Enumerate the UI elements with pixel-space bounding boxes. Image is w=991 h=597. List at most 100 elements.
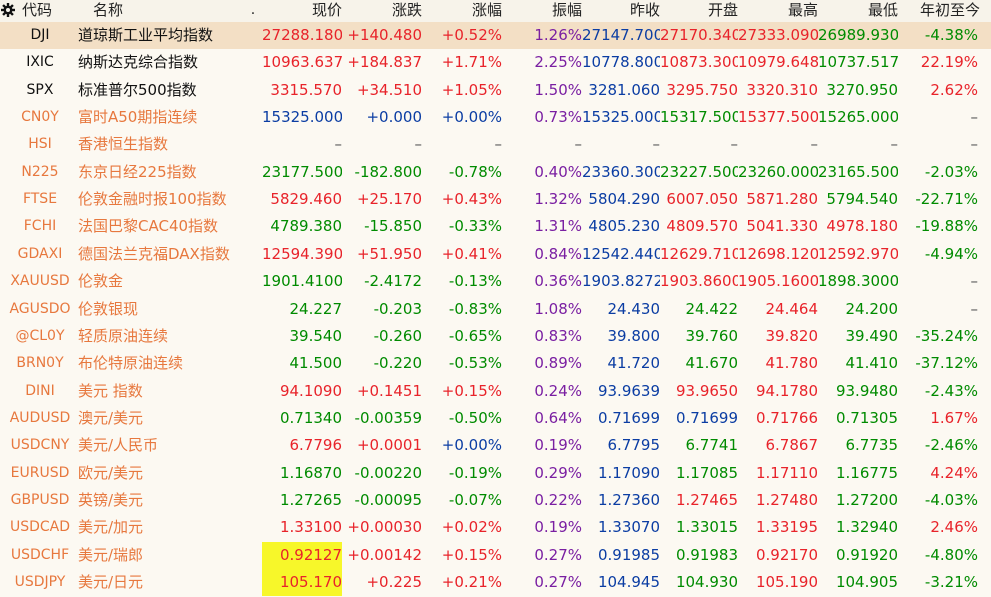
- row-price: 23177.500: [262, 162, 342, 181]
- row-code: N225: [21, 163, 59, 180]
- row-pct: –: [494, 135, 503, 154]
- row-price: 39.540: [289, 326, 343, 345]
- gear-icon[interactable]: [1, 3, 15, 17]
- table-row[interactable]: USDCHF 美元/瑞郎 0.92127 +0.00142 +0.15% 0.27% 0.9…: [0, 541, 991, 569]
- header-open[interactable]: 开盘: [707, 1, 738, 19]
- table-row[interactable]: SPX 标准普尔500指数 3315.570 +34.510 +1.05% 1.50% 32…: [0, 77, 991, 104]
- table-row[interactable]: DJI 道琼斯工业平均指数 27288.180 +140.480 +0.52% 1.26%…: [0, 22, 991, 49]
- row-ytd: -4.38%: [924, 26, 978, 44]
- row-high: 3320.310: [746, 80, 818, 99]
- row-open: 104.930: [675, 573, 738, 591]
- row-change: +0.0001: [356, 436, 422, 455]
- row-pct: -0.53%: [448, 354, 502, 373]
- row-prev: 10778.800: [582, 53, 660, 72]
- row-pct: -0.78%: [448, 162, 502, 181]
- row-name: 轻质原油连续: [78, 326, 169, 345]
- table-row[interactable]: FCHI 法国巴黎CAC40指数 4789.380 -15.850 -0.33% 1.31…: [0, 213, 991, 240]
- row-price: 5829.460: [270, 190, 342, 209]
- table-row[interactable]: USDJPY 美元/日元 105.170 +0.225 +0.21% 0.27% 104.9…: [0, 569, 991, 596]
- row-prev: 1.27360: [597, 490, 660, 509]
- table-row[interactable]: FTSE 伦敦金融时报100指数 5829.460 +25.170 +0.43% 1.32…: [0, 186, 991, 213]
- row-high: 1905.1600: [738, 272, 818, 291]
- row-code: AUDUSD: [9, 409, 71, 426]
- row-amp: 1.08%: [534, 299, 582, 318]
- table-row[interactable]: USDCAD 美元/加元 1.33100 +0.00030 +0.02% 0.19% 1.3…: [0, 514, 991, 541]
- header-amplitude[interactable]: 振幅: [551, 1, 582, 19]
- row-code: FTSE: [22, 191, 58, 208]
- table-row[interactable]: HSI 香港恒生指数 – – – – – – – – –: [0, 131, 991, 158]
- row-open: 41.670: [685, 354, 739, 373]
- row-price: –: [334, 135, 343, 154]
- row-code: DINI: [25, 382, 55, 399]
- table-row[interactable]: N225 东京日经225指数 23177.500 -182.800 -0.78% 0.40…: [0, 159, 991, 186]
- header-name[interactable]: 名称: [93, 1, 124, 19]
- row-code: BRN0Y: [16, 355, 64, 372]
- table-row[interactable]: @CL0Y 轻质原油连续 39.540 -0.260 -0.65% 0.83% 39.800…: [0, 323, 991, 350]
- row-amp: 0.24%: [534, 381, 582, 400]
- row-name: 澳元/美元: [78, 408, 144, 427]
- row-open: 6.7741: [685, 436, 739, 455]
- table-row[interactable]: DINI 美元 指数 94.1090 +0.1451 +0.15% 0.24% 93.963…: [0, 378, 991, 405]
- table-row[interactable]: EURUSD 欧元/美元 1.16870 -0.00220 -0.19% 0.29% 1.1…: [0, 460, 991, 487]
- row-prev: 6.7795: [607, 436, 661, 455]
- row-amp: 0.19%: [534, 518, 582, 537]
- header-pct[interactable]: 涨幅: [471, 1, 502, 19]
- header-low[interactable]: 最低: [867, 1, 898, 19]
- row-code: AGUSDO: [9, 300, 71, 317]
- row-high: 41.780: [765, 354, 819, 373]
- header-code[interactable]: 代码: [22, 1, 53, 19]
- header-prev-close[interactable]: 昨收: [629, 1, 660, 19]
- row-price: 1.27265: [279, 490, 342, 509]
- row-open: 1.33015: [675, 518, 738, 537]
- table-row[interactable]: BRN0Y 布伦特原油连续 41.500 -0.220 -0.53% 0.89% 41.72…: [0, 350, 991, 377]
- row-prev: 93.9639: [597, 381, 660, 400]
- row-amp: 1.31%: [534, 217, 582, 236]
- row-amp: 2.25%: [534, 53, 582, 72]
- row-pct: +0.02%: [441, 518, 502, 537]
- row-high: 10979.648: [738, 53, 818, 72]
- table-row[interactable]: GBPUSD 英镑/美元 1.27265 -0.00095 -0.07% 0.22% 1.2…: [0, 487, 991, 514]
- row-prev: 41.720: [607, 354, 661, 373]
- row-open: 10873.300: [660, 53, 738, 72]
- table-row[interactable]: AGUSDO 伦敦银现 24.227 -0.203 -0.83% 1.08% 24.430 2…: [0, 296, 991, 323]
- table-row[interactable]: USDCNY 美元/人民币 6.7796 +0.0001 +0.00% 0.19% 6.77…: [0, 432, 991, 459]
- row-open: 39.760: [685, 326, 739, 345]
- row-change: +140.480: [347, 26, 422, 44]
- row-low: 10737.517: [818, 53, 898, 72]
- header-price[interactable]: 现价: [311, 1, 342, 19]
- row-open: –: [730, 135, 739, 154]
- row-price: 105.170: [262, 569, 342, 596]
- row-open: 1.27465: [675, 490, 738, 509]
- table-row[interactable]: XAUUSD 伦敦金 1901.4100 -2.4172 -0.13% 0.36% 1903…: [0, 268, 991, 295]
- row-code: USDCNY: [10, 437, 70, 454]
- row-change: -0.203: [373, 299, 422, 318]
- row-amp: 0.83%: [534, 326, 582, 345]
- header-high[interactable]: 最高: [787, 1, 818, 19]
- row-amp: 0.73%: [534, 108, 582, 127]
- table-row[interactable]: GDAXI 德国法兰克福DAX指数 12594.390 +51.950 +0.41% 0.…: [0, 241, 991, 268]
- row-code: USDCHF: [10, 546, 70, 563]
- row-ytd: 2.46%: [930, 518, 978, 537]
- row-amp: 1.50%: [534, 80, 582, 99]
- row-change: -15.850: [364, 217, 422, 236]
- row-price: 15325.000: [262, 108, 342, 127]
- row-code: @CL0Y: [15, 327, 65, 344]
- row-change: +0.00142: [347, 545, 422, 564]
- row-amp: 0.36%: [534, 272, 582, 291]
- table-row[interactable]: CN0Y 富时A50期指连续 15325.000 +0.000 +0.00% 0.73% 1…: [0, 104, 991, 131]
- table-row[interactable]: AUDUSD 澳元/美元 0.71340 -0.00359 -0.50% 0.64% 0.7…: [0, 405, 991, 432]
- table-row[interactable]: IXIC 纳斯达克综合指数 10963.637 +184.837 +1.71% 2.25%…: [0, 49, 991, 76]
- header-ytd[interactable]: 年初至今: [919, 1, 980, 19]
- row-name: 道琼斯工业平均指数: [78, 26, 214, 44]
- row-name: 美元/人民币: [78, 436, 159, 455]
- row-name: 纳斯达克综合指数: [78, 53, 199, 72]
- row-high: 105.190: [755, 573, 818, 591]
- row-prev: 1.17090: [597, 463, 660, 482]
- row-code: HSI: [28, 136, 52, 153]
- row-low: 26989.930: [818, 26, 898, 44]
- row-change: -0.260: [373, 326, 422, 345]
- header-change[interactable]: 涨跌: [391, 1, 422, 19]
- row-low: 6.7735: [845, 436, 899, 455]
- row-low: 1.32940: [835, 518, 898, 537]
- row-ytd: -19.88%: [915, 217, 978, 236]
